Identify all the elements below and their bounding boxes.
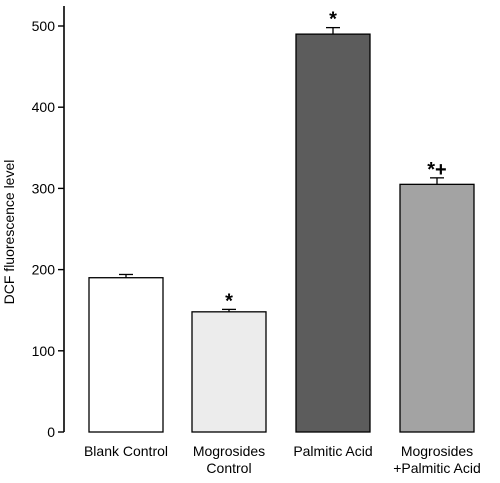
y-ticks: 0 100 200 300 400 500: [32, 18, 64, 440]
category-label: Blank Control: [84, 443, 168, 459]
significance-marker: *: [329, 9, 337, 31]
bar: [399, 183, 475, 433]
category-label: Mogrosides: [401, 443, 473, 459]
significance-marker: *: [225, 290, 233, 312]
bar: [88, 277, 164, 433]
category-label: Palmitic Acid: [293, 443, 372, 459]
y-tick-label: 400: [32, 99, 56, 115]
y-tick-label: 0: [47, 424, 55, 440]
bars: * * *+: [88, 9, 475, 433]
bar: [191, 311, 267, 433]
significance-marker: *+: [427, 159, 446, 181]
y-tick-label: 200: [32, 262, 56, 278]
bar: [295, 33, 371, 433]
category-label: Control: [206, 460, 251, 476]
category-label: +Palmitic Acid: [393, 460, 481, 476]
y-tick-label: 300: [32, 180, 56, 196]
y-tick-label: 100: [32, 343, 56, 359]
category-label: Mogrosides: [193, 443, 265, 459]
y-tick-label: 500: [32, 18, 56, 34]
y-axis-label: DCF fluorescence level: [1, 160, 17, 305]
